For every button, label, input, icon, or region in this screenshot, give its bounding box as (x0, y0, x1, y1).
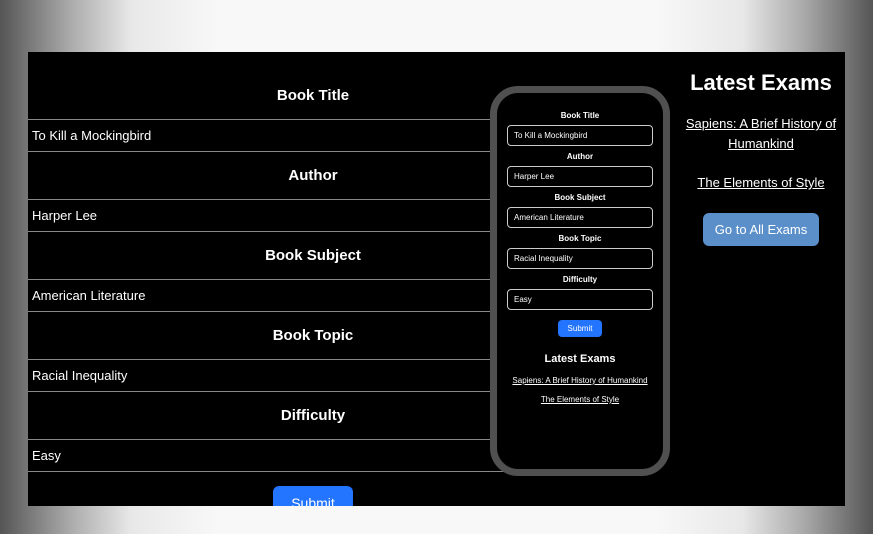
phone-latest-exams-heading: Latest Exams (507, 343, 653, 371)
submit-button[interactable]: Submit (273, 486, 353, 506)
latest-exams-heading: Latest Exams (685, 70, 837, 96)
phone-book-title-input[interactable] (507, 125, 653, 146)
app-canvas: Book Title Author Book Subject Book Topi… (28, 52, 845, 506)
phone-exam-link-2[interactable]: The Elements of Style (507, 390, 653, 409)
phone-screen: Book Title Author Book Subject Book Topi… (497, 93, 663, 469)
phone-difficulty-input[interactable] (507, 289, 653, 310)
phone-mockup: Book Title Author Book Subject Book Topi… (490, 86, 670, 476)
phone-label-book-title: Book Title (507, 111, 653, 125)
phone-author-input[interactable] (507, 166, 653, 187)
phone-label-book-topic: Book Topic (507, 228, 653, 248)
phone-submit-button[interactable]: Submit (558, 320, 603, 337)
go-to-all-exams-button[interactable]: Go to All Exams (703, 213, 819, 246)
submit-wrap: Submit (28, 472, 598, 506)
phone-label-book-subject: Book Subject (507, 187, 653, 207)
phone-submit-wrap: Submit (507, 310, 653, 343)
exam-link-1[interactable]: Sapiens: A Brief History of Humankind (685, 114, 837, 153)
phone-label-difficulty: Difficulty (507, 269, 653, 289)
exam-link-2[interactable]: The Elements of Style (685, 173, 837, 193)
phone-label-author: Author (507, 146, 653, 166)
phone-exam-link-1[interactable]: Sapiens: A Brief History of Humankind (507, 371, 653, 390)
sidebar: Latest Exams Sapiens: A Brief History of… (677, 70, 845, 246)
phone-book-subject-input[interactable] (507, 207, 653, 228)
phone-book-topic-input[interactable] (507, 248, 653, 269)
